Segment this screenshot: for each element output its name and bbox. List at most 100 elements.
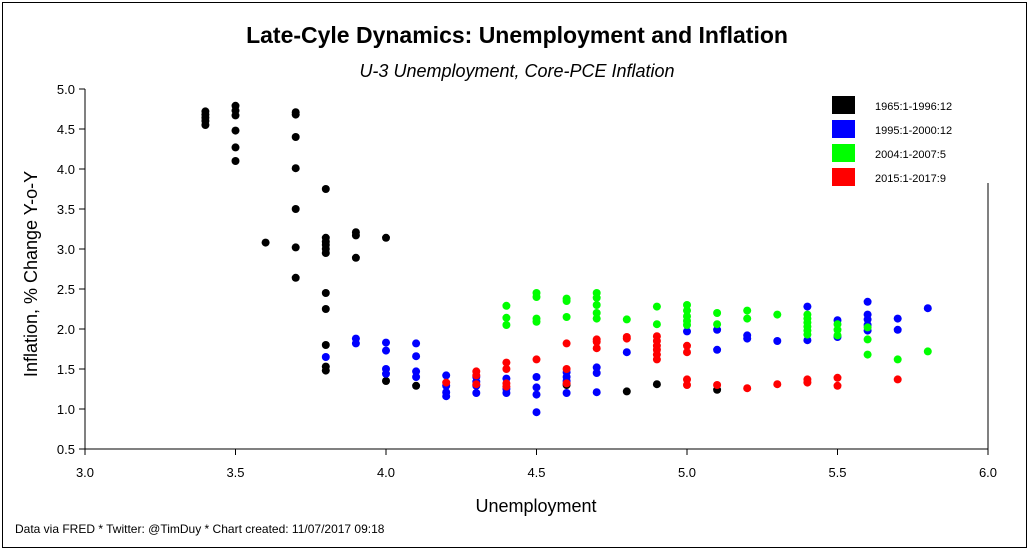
data-point: [321, 249, 330, 257]
data-point: [683, 327, 691, 336]
legend-swatch: [832, 96, 855, 114]
data-point: [351, 231, 360, 240]
data-point: [592, 369, 601, 377]
data-point: [622, 334, 631, 343]
data-point: [412, 381, 421, 390]
data-point: [592, 363, 601, 372]
data-point: [683, 348, 691, 357]
data-point: [412, 352, 421, 361]
data-point: [532, 293, 541, 301]
data-point: [502, 321, 511, 329]
data-point: [231, 143, 240, 152]
data-point: [863, 297, 872, 306]
data-point: [773, 380, 782, 389]
x-tick-label: 3.5: [226, 465, 244, 480]
data-point: [652, 302, 661, 311]
data-point: [803, 302, 812, 311]
data-point: [683, 381, 691, 389]
data-point: [592, 344, 601, 353]
data-point: [442, 378, 451, 387]
legend-label: 1995:1-2000:12: [875, 125, 952, 137]
data-point: [502, 313, 511, 322]
data-point: [622, 387, 631, 396]
data-point: [713, 320, 722, 329]
y-tick-label: 3.5: [57, 202, 75, 217]
series-group: [502, 289, 932, 364]
legend-swatch: [832, 120, 855, 138]
data-point: [652, 355, 661, 364]
y-tick-label: 2.5: [57, 282, 75, 297]
data-point: [713, 345, 722, 354]
data-point: [291, 164, 300, 173]
data-point: [351, 339, 360, 348]
x-tick-label: 5.5: [828, 465, 846, 480]
data-point: [231, 157, 240, 165]
data-point: [893, 375, 902, 384]
y-tick-label: 0.5: [57, 442, 75, 457]
data-point: [562, 297, 571, 305]
data-point: [562, 365, 571, 373]
data-point: [863, 323, 872, 332]
legend-label: 1965:1-1996:12: [875, 101, 952, 113]
data-point: [683, 306, 691, 315]
data-point: [773, 310, 782, 319]
data-point: [382, 369, 390, 378]
data-point: [321, 341, 330, 349]
data-point: [321, 305, 330, 313]
data-point: [893, 325, 902, 334]
data-point: [321, 353, 330, 361]
data-point: [592, 314, 601, 323]
plot-area: 3.0 3.5 4.0 4.5 5.0 5.5 6.0 0.5 1.0 1.5 2.0 2.5 3.0 3…: [57, 82, 997, 480]
data-point: [502, 358, 511, 367]
data-point: [231, 126, 240, 135]
y-tick-label: 1.5: [57, 362, 75, 377]
series-group: [201, 101, 722, 396]
data-point: [562, 339, 571, 348]
data-point: [713, 309, 722, 317]
data-point: [833, 381, 842, 390]
legend-swatch: [832, 144, 855, 162]
chart-title: Late-Cyle Dynamics: Unemployment and Inf…: [246, 22, 788, 48]
data-point: [502, 365, 511, 373]
data-point: [923, 347, 932, 356]
data-point: [321, 366, 330, 375]
data-point: [803, 330, 812, 339]
data-point: [502, 382, 511, 391]
data-point: [592, 301, 601, 309]
y-tick-label: 3.0: [57, 242, 75, 257]
data-point: [472, 380, 481, 389]
data-point: [592, 337, 601, 346]
data-point: [743, 334, 752, 343]
data-point: [893, 355, 902, 364]
data-point: [231, 111, 240, 120]
data-point: [532, 383, 541, 392]
data-point: [863, 315, 872, 324]
data-point: [833, 331, 842, 340]
x-tick-label: 6.0: [979, 465, 997, 480]
data-point: [442, 371, 451, 380]
data-point: [382, 233, 390, 242]
x-tick-label: 3.0: [76, 465, 94, 480]
data-point: [622, 348, 631, 357]
series-group: [321, 297, 932, 417]
data-point: [472, 389, 481, 397]
data-point: [773, 337, 782, 345]
data-point: [652, 380, 661, 389]
y-tick-label: 4.0: [57, 162, 75, 177]
data-point: [442, 392, 451, 401]
footer-credit: Data via FRED * Twitter: @TimDuy * Chart…: [15, 522, 385, 536]
y-axis-label: Inflation, % Change Y-o-Y: [21, 171, 41, 377]
data-point: [743, 384, 752, 393]
data-point: [683, 301, 691, 309]
data-point: [412, 367, 421, 376]
data-point: [291, 110, 300, 119]
data-point: [833, 325, 842, 334]
data-point: [592, 309, 601, 317]
x-axis-label: Unemployment: [475, 496, 596, 516]
data-point: [321, 185, 330, 193]
data-point: [532, 390, 541, 399]
data-point: [382, 346, 390, 355]
y-tick-label: 1.0: [57, 402, 75, 417]
legend: 1965:1-1996:12 1995:1-2000:12 2004:1-2007:…: [832, 96, 952, 186]
